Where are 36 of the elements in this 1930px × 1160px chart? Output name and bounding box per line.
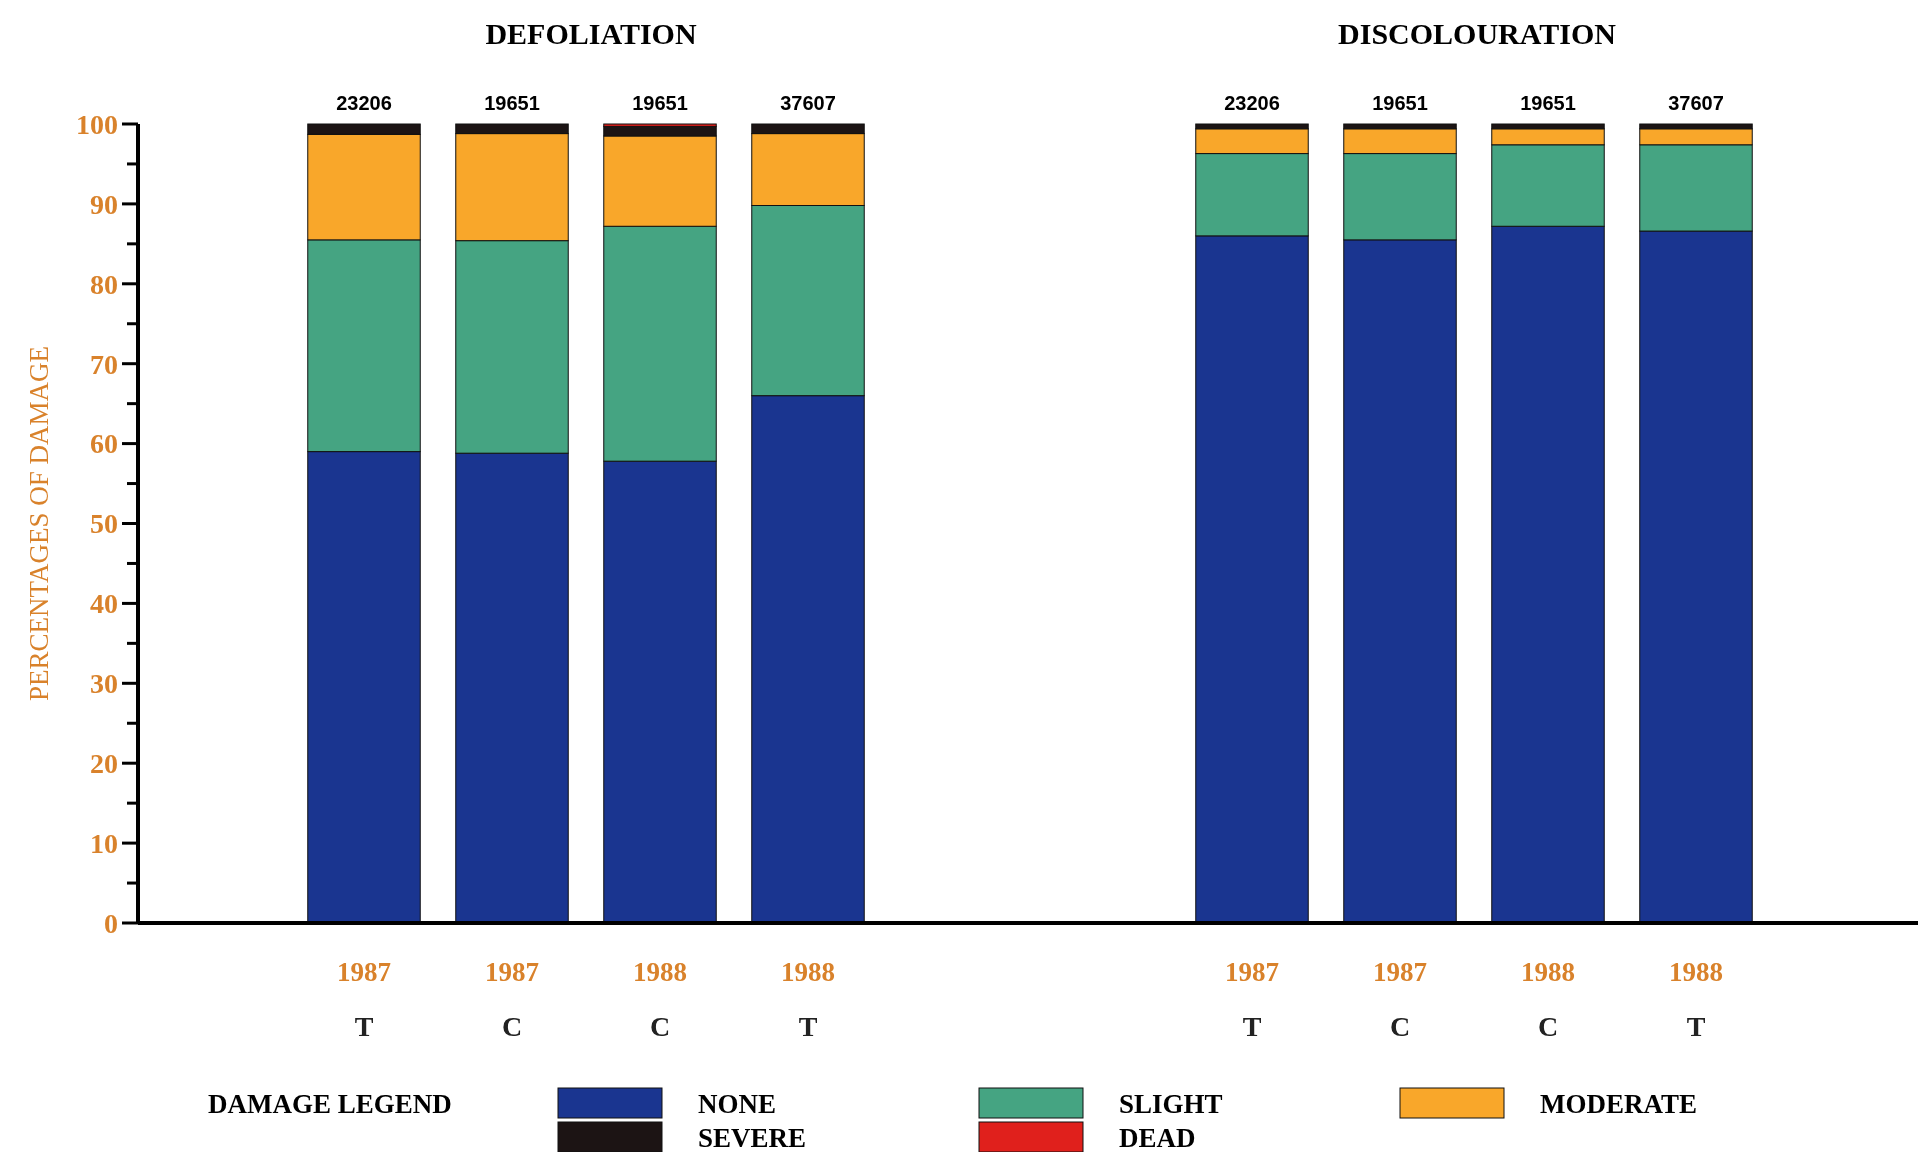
x-tick-label: 1987 C [485,957,539,1042]
x-tick-label: 1988 C [633,957,687,1042]
legend-label: SLIGHT [1119,1089,1223,1119]
y-axis-title: PERCENTAGES OF DAMAGE [24,346,54,701]
annotation: 37607 [1668,92,1724,114]
y-tick-label: 0 [104,907,118,939]
x-tick-label: 1987 C [1373,957,1427,1042]
legend-title: DAMAGE LEGEND [208,1089,452,1119]
y-tick-label: 40 [90,588,118,620]
y-tick-label: 70 [90,348,118,380]
annotation: 19651 [632,92,688,114]
chart-title: DEFOLIATION [485,17,697,50]
y-tick-label: 20 [90,748,118,779]
annotation: 19651 [1520,92,1576,114]
legend-label: MODERATE [1540,1089,1698,1119]
y-tick-label: 10 [90,827,118,859]
chart-title: DISCOLOURATION [1338,17,1617,50]
x-tick-label: 1987 T [1225,957,1279,1042]
annotation: 19651 [484,92,540,114]
annotation: 37607 [780,92,836,114]
annotation: 19651 [1372,92,1428,114]
x-tick-label: 1988 T [1669,957,1723,1042]
y-tick-label: 30 [90,668,118,700]
y-tick-label: 50 [90,508,118,540]
x-tick-label: 1987 T [337,957,391,1042]
y-tick-label: 60 [90,428,118,460]
y-tick-label: 100 [76,108,118,140]
legend-label: SEVERE [698,1123,807,1153]
legend-label: DEAD [1119,1123,1196,1153]
y-tick-label: 90 [90,188,118,220]
x-tick-label: 1988 C [1521,957,1575,1042]
annotation: 23206 [336,92,392,114]
legend-label: NONE [698,1089,777,1119]
y-tick-label: 80 [90,268,118,300]
x-tick-label: 1988 T [781,957,835,1042]
annotation: 23206 [1224,92,1280,114]
